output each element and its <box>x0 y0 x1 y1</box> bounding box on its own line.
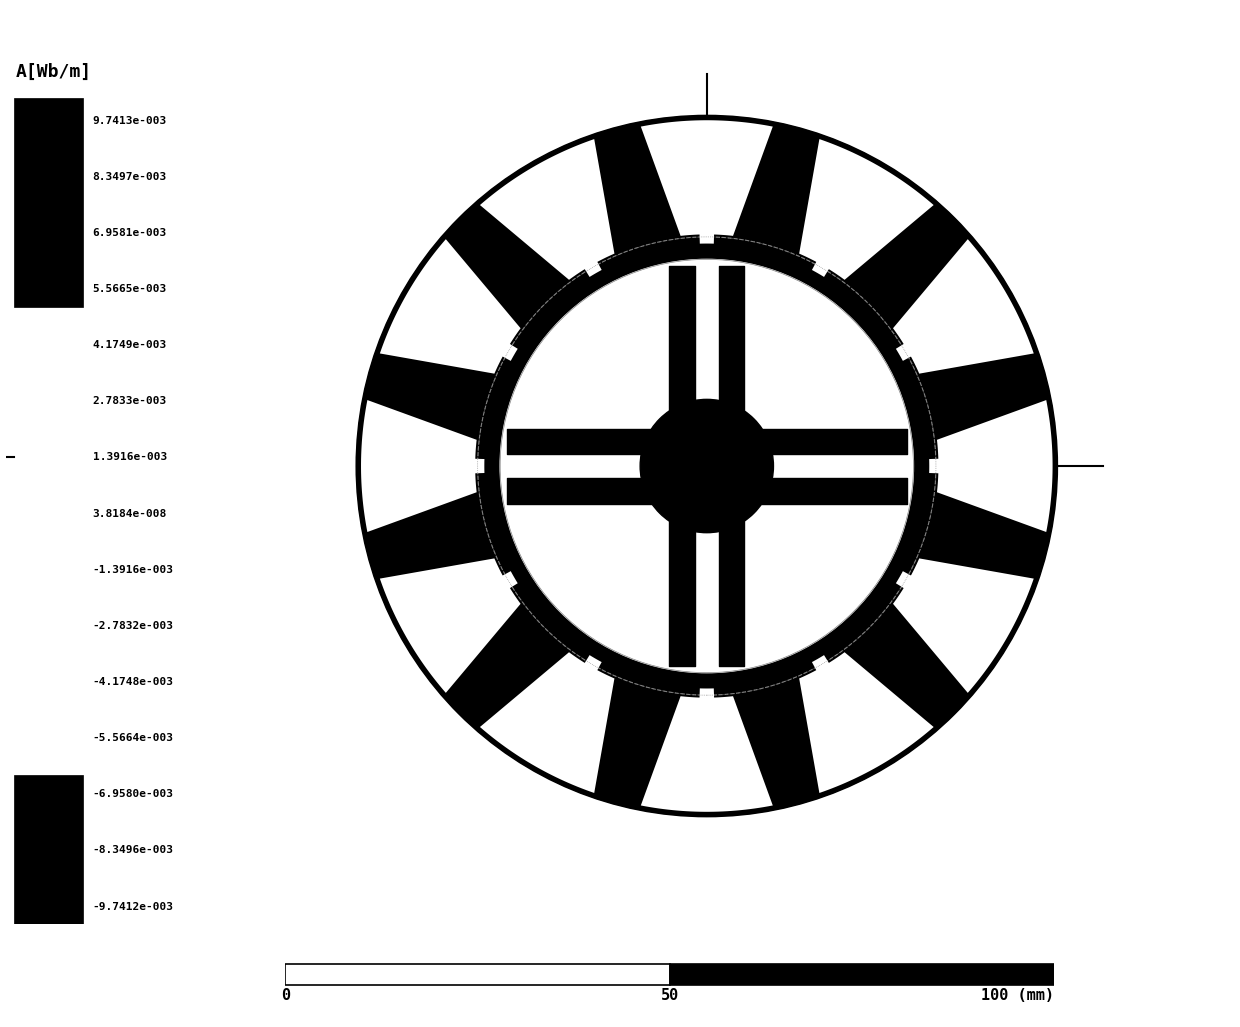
Text: 6.9581e-003: 6.9581e-003 <box>93 228 167 238</box>
Polygon shape <box>893 559 1034 693</box>
Bar <box>285 963 670 985</box>
Polygon shape <box>812 258 831 277</box>
Circle shape <box>500 260 914 673</box>
Circle shape <box>484 242 930 689</box>
Text: 100 (mm): 100 (mm) <box>981 988 1054 1002</box>
Bar <box>14 775 83 926</box>
Text: -4.1748e-003: -4.1748e-003 <box>93 677 174 687</box>
Polygon shape <box>379 239 521 374</box>
Text: 5.5665e-003: 5.5665e-003 <box>93 284 167 294</box>
Text: 8.3497e-003: 8.3497e-003 <box>93 172 167 182</box>
Polygon shape <box>361 401 476 532</box>
Polygon shape <box>641 120 773 236</box>
Polygon shape <box>895 342 915 360</box>
Polygon shape <box>799 652 934 793</box>
Text: -6.9580e-003: -6.9580e-003 <box>93 790 174 799</box>
Text: -1.3916e-003: -1.3916e-003 <box>93 565 174 575</box>
Polygon shape <box>583 655 601 674</box>
Text: 4.1749e-003: 4.1749e-003 <box>93 340 167 350</box>
Polygon shape <box>480 139 615 279</box>
Circle shape <box>640 400 774 533</box>
Circle shape <box>357 116 1056 816</box>
Polygon shape <box>379 559 521 693</box>
Text: 9.7413e-003: 9.7413e-003 <box>93 116 167 125</box>
Text: -2.7832e-003: -2.7832e-003 <box>93 621 174 631</box>
Polygon shape <box>471 459 485 473</box>
Polygon shape <box>498 571 518 591</box>
Text: -9.7412e-003: -9.7412e-003 <box>93 902 174 912</box>
Polygon shape <box>498 342 518 360</box>
Circle shape <box>688 448 725 485</box>
Text: -8.3496e-003: -8.3496e-003 <box>93 845 174 855</box>
Polygon shape <box>641 696 773 811</box>
Text: 3.8184e-008: 3.8184e-008 <box>93 508 167 519</box>
Polygon shape <box>929 459 942 473</box>
Polygon shape <box>812 655 831 674</box>
Polygon shape <box>799 139 934 279</box>
Text: -5.5664e-003: -5.5664e-003 <box>93 733 174 744</box>
Polygon shape <box>937 401 1053 532</box>
Text: 50: 50 <box>661 988 678 1002</box>
Text: 2.7833e-003: 2.7833e-003 <box>93 396 167 407</box>
Bar <box>670 963 1054 985</box>
Text: 0: 0 <box>280 988 290 1002</box>
Text: 1.3916e-003: 1.3916e-003 <box>93 453 167 462</box>
Bar <box>14 99 83 307</box>
Polygon shape <box>699 688 714 701</box>
Polygon shape <box>480 652 615 793</box>
Polygon shape <box>583 258 601 277</box>
Polygon shape <box>895 571 915 591</box>
Polygon shape <box>699 230 714 243</box>
Text: A[Wb/m]: A[Wb/m] <box>16 64 92 81</box>
Polygon shape <box>893 239 1034 374</box>
